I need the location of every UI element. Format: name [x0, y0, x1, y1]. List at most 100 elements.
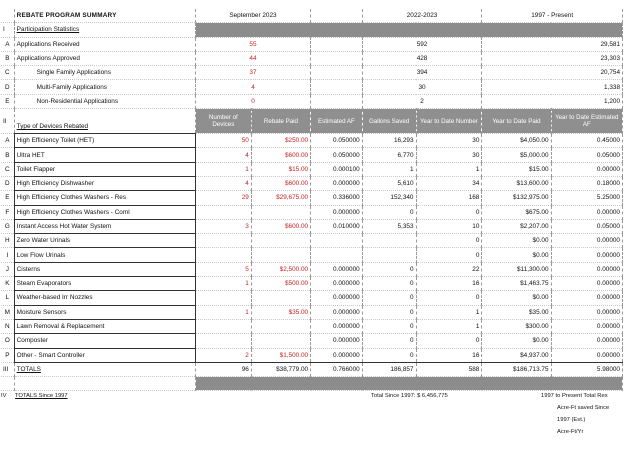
rebate-paid[interactable]: $35.00: [251, 305, 312, 320]
row-label[interactable]: Composter: [13, 333, 196, 349]
gallons-saved[interactable]: 1: [362, 162, 417, 177]
rebate-paid[interactable]: [251, 333, 312, 349]
totals-label[interactable]: TOTALS: [14, 362, 196, 378]
totals-ytdn[interactable]: 588: [416, 361, 483, 378]
gallons-saved[interactable]: 5,353: [362, 219, 417, 235]
since-1997-value[interactable]: 23,303: [481, 51, 623, 67]
rebate-paid[interactable]: $15.00: [251, 162, 312, 177]
column-since-1997[interactable]: 1997 - Present: [481, 9, 623, 24]
ytd-estimated-af[interactable]: 0.00000: [551, 205, 624, 220]
number-of-devices[interactable]: [195, 319, 252, 335]
ytd-paid[interactable]: $4,937.00: [481, 348, 552, 363]
ytd-number[interactable]: 0: [416, 333, 483, 349]
rebate-paid[interactable]: [251, 205, 312, 220]
ytd-paid[interactable]: $35.00: [481, 305, 552, 320]
row-label[interactable]: Ultra HET: [13, 147, 196, 163]
ytd-estimated-af[interactable]: 0.00000: [551, 276, 624, 292]
gallons-saved[interactable]: [362, 233, 417, 249]
row-label[interactable]: Applications Approved: [14, 51, 196, 67]
section-2-letter[interactable]: II: [1, 108, 15, 135]
ytd-estimated-af[interactable]: 0.00000: [551, 290, 624, 306]
row-letter[interactable]: F: [1, 205, 15, 220]
ytd-number[interactable]: 10: [416, 219, 483, 235]
cell-blank[interactable]: [310, 51, 363, 67]
ytd-estimated-af[interactable]: 0.00000: [551, 247, 624, 263]
totals-paid[interactable]: $38,779.00: [251, 361, 312, 378]
rebate-paid[interactable]: $1,500.00: [251, 348, 312, 363]
ytd-paid[interactable]: $2,207.00: [481, 219, 552, 235]
row-letter[interactable]: N: [1, 319, 15, 335]
row-letter[interactable]: G: [1, 219, 15, 235]
rebate-paid[interactable]: [251, 247, 312, 263]
row-label[interactable]: Non-Residential Applications: [14, 94, 196, 110]
ytd-paid[interactable]: $0.00: [481, 233, 552, 249]
row-label[interactable]: High Efficiency Clothes Washers - Res: [13, 190, 196, 206]
gallons-saved[interactable]: 16,293: [362, 133, 417, 149]
gallons-saved[interactable]: 0: [362, 276, 417, 292]
row-label[interactable]: Cisterns: [13, 261, 196, 278]
section-1-letter[interactable]: I: [1, 22, 15, 38]
ytd-paid[interactable]: $13,600.00: [481, 176, 552, 192]
ytd-estimated-af[interactable]: 0.00000: [551, 233, 624, 249]
row-label[interactable]: Other - Smart Controller: [13, 347, 196, 363]
fiscal-year-value[interactable]: 30: [362, 79, 483, 95]
row-letter[interactable]: J: [1, 262, 15, 278]
row-letter[interactable]: A: [1, 37, 15, 52]
number-of-devices[interactable]: 4: [195, 176, 252, 192]
cell-blank[interactable]: [1, 376, 15, 392]
ytd-estimated-af[interactable]: 5.25000: [551, 190, 624, 206]
rebate-paid[interactable]: $29,675.00: [251, 190, 312, 206]
ytd-number[interactable]: 0: [416, 247, 483, 263]
ytd-paid[interactable]: $15.00: [481, 162, 552, 177]
column-header[interactable]: Year to Date Paid: [481, 108, 552, 135]
column-month[interactable]: September 2023: [195, 9, 312, 24]
estimated-af[interactable]: 0.000000: [310, 276, 363, 292]
fiscal-year-value[interactable]: 428: [362, 51, 483, 67]
section-2-title[interactable]: Type of Devices Rebated: [14, 108, 196, 135]
estimated-af[interactable]: 0.000000: [310, 205, 363, 220]
row-letter[interactable]: O: [1, 333, 15, 349]
estimated-af[interactable]: 0.000000: [310, 305, 363, 320]
ytd-paid[interactable]: $1,463.75: [481, 276, 552, 292]
ytd-estimated-af[interactable]: 0.45000: [551, 133, 624, 149]
rebate-paid[interactable]: $250.00: [251, 133, 312, 149]
month-value[interactable]: 37: [195, 65, 312, 81]
section-1-title[interactable]: Participation Statistics: [14, 22, 196, 38]
number-of-devices[interactable]: 1: [195, 305, 252, 320]
cell-blank[interactable]: [310, 9, 363, 24]
column-header[interactable]: Year to Date Number: [416, 108, 483, 135]
since-1997-value[interactable]: 29,581: [481, 37, 623, 52]
row-label[interactable]: Toilet Flapper: [13, 161, 196, 177]
ytd-number[interactable]: 0: [416, 233, 483, 249]
estimated-af[interactable]: [310, 233, 363, 249]
row-letter[interactable]: B: [1, 147, 15, 163]
ytd-estimated-af[interactable]: 0.05000: [551, 219, 624, 235]
row-letter[interactable]: I: [1, 247, 15, 263]
ytd-number[interactable]: 16: [416, 276, 483, 292]
ytd-estimated-af[interactable]: 0.00000: [551, 262, 624, 278]
ytd-estimated-af[interactable]: 0.00000: [551, 348, 624, 363]
row-letter[interactable]: L: [1, 290, 15, 306]
fiscal-year-value[interactable]: 592: [362, 37, 483, 52]
number-of-devices[interactable]: [195, 290, 252, 306]
ytd-paid[interactable]: $0.00: [481, 247, 552, 263]
ytd-number[interactable]: 22: [416, 262, 483, 278]
cell-blank[interactable]: [14, 376, 196, 392]
number-of-devices[interactable]: 50: [195, 133, 252, 149]
ytd-paid[interactable]: $0.00: [481, 333, 552, 349]
number-of-devices[interactable]: 3: [195, 219, 252, 235]
ytd-number[interactable]: 16: [416, 348, 483, 363]
totals-ytdaf[interactable]: 5.98000: [551, 361, 624, 378]
ytd-estimated-af[interactable]: 0.00000: [551, 162, 624, 177]
cell-blank[interactable]: [310, 65, 363, 81]
gallons-saved[interactable]: 0: [362, 333, 417, 349]
row-label[interactable]: High Efficiency Clothes Washers - Coml: [13, 204, 196, 220]
estimated-af[interactable]: 0.000000: [310, 176, 363, 192]
number-of-devices[interactable]: [195, 205, 252, 220]
row-letter[interactable]: D: [1, 176, 15, 192]
cell-blank[interactable]: [310, 79, 363, 95]
fiscal-year-value[interactable]: 2: [362, 94, 483, 110]
column-header[interactable]: Estimated AF: [310, 108, 363, 135]
estimated-af[interactable]: 0.000000: [310, 348, 363, 363]
month-value[interactable]: 0: [195, 94, 312, 110]
